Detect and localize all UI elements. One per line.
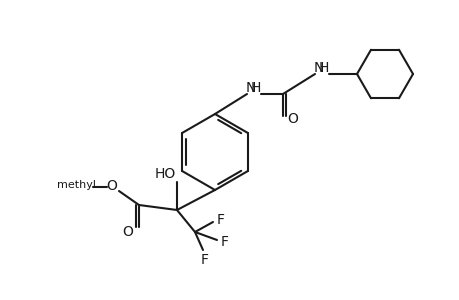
Text: F: F bbox=[220, 235, 229, 249]
Text: O: O bbox=[122, 225, 133, 239]
Text: F: F bbox=[201, 253, 208, 267]
Text: HO: HO bbox=[154, 167, 175, 181]
Text: O: O bbox=[106, 179, 117, 193]
Text: N: N bbox=[313, 61, 324, 75]
Text: O: O bbox=[287, 112, 298, 126]
Text: H: H bbox=[318, 61, 329, 75]
Text: F: F bbox=[217, 213, 224, 227]
Text: N: N bbox=[245, 81, 256, 95]
Text: H: H bbox=[250, 81, 261, 95]
Text: methyl: methyl bbox=[57, 180, 96, 190]
